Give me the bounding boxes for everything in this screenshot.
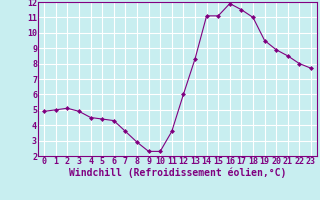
X-axis label: Windchill (Refroidissement éolien,°C): Windchill (Refroidissement éolien,°C): [69, 168, 286, 178]
